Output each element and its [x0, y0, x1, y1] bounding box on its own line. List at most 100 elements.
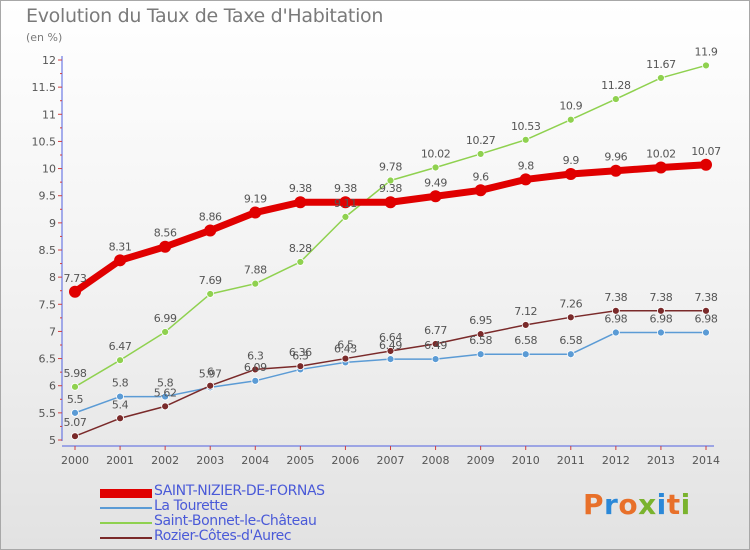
data-label: 5.5	[67, 393, 84, 406]
data-label: 6.98	[695, 313, 718, 326]
data-point	[476, 350, 485, 359]
data-point	[657, 74, 665, 82]
data-point	[429, 190, 442, 203]
data-point	[339, 196, 352, 209]
data-point	[476, 330, 485, 339]
data-label: 10.53	[511, 120, 541, 133]
data-point	[521, 350, 530, 359]
x-tick-label: 2005	[286, 454, 314, 467]
data-label: 8.56	[154, 227, 177, 240]
data-label: 7.73	[64, 272, 87, 285]
data-label: 5.8	[157, 377, 174, 390]
data-label: 9.96	[604, 151, 627, 164]
data-point	[114, 254, 127, 267]
data-point	[294, 196, 307, 209]
legend-swatch	[100, 507, 152, 509]
data-label: 11.9	[695, 45, 718, 58]
y-tick-label: 9	[49, 217, 56, 230]
y-tick-label: 8	[49, 271, 56, 284]
y-tick-label: 9.5	[39, 190, 57, 203]
data-label: 6.43	[334, 342, 357, 355]
data-point	[204, 224, 217, 237]
data-point	[116, 392, 124, 401]
data-point	[161, 392, 170, 401]
data-label: 9.38	[289, 182, 312, 195]
data-point	[386, 176, 395, 185]
data-point	[159, 240, 172, 253]
x-tick-label: 2002	[151, 454, 179, 467]
data-label: 6.3	[292, 349, 309, 362]
data-label: 11.28	[601, 79, 631, 92]
data-label: 9.6	[472, 170, 489, 183]
data-point	[476, 150, 485, 158]
data-point	[296, 258, 305, 266]
data-label: 7.26	[559, 297, 582, 310]
y-tick-label: 10	[42, 163, 56, 176]
x-tick-label: 2009	[467, 454, 495, 467]
data-label: 7.88	[244, 264, 267, 277]
x-tick-label: 2000	[61, 454, 89, 467]
data-point	[702, 306, 710, 315]
data-point	[386, 355, 395, 364]
x-tick-label: 2012	[602, 454, 630, 467]
data-label: 6.95	[469, 314, 492, 327]
data-point	[69, 285, 81, 298]
data-point	[702, 328, 710, 337]
x-tick-label: 2001	[106, 454, 134, 467]
legend-swatch	[100, 488, 152, 498]
y-tick-label: 5	[49, 434, 56, 447]
data-label: 10.27	[466, 134, 496, 147]
data-label: 6.5	[337, 339, 354, 352]
data-point	[474, 184, 487, 197]
unit-label: (en %)	[26, 31, 63, 44]
data-point	[249, 206, 262, 219]
data-label: 6.98	[604, 313, 627, 326]
proxiti-logo: Proxiti	[583, 488, 691, 521]
data-point	[611, 306, 620, 315]
data-point	[521, 321, 530, 329]
data-point	[116, 414, 124, 423]
y-tick-label: 7	[49, 325, 56, 338]
data-label: 6	[207, 366, 214, 379]
data-label: 9.8	[518, 159, 535, 172]
data-point	[431, 355, 440, 364]
data-point	[161, 402, 170, 411]
data-label: 9.49	[424, 176, 447, 189]
legend-label: La Tourette	[154, 498, 228, 514]
data-point	[611, 95, 620, 103]
data-point	[566, 115, 575, 124]
data-label: 7.38	[695, 291, 718, 304]
y-tick-label: 10.5	[32, 135, 57, 148]
data-point	[519, 173, 532, 186]
x-tick-label: 2003	[196, 454, 224, 467]
data-label: 7.12	[514, 305, 537, 318]
data-label: 11.67	[646, 58, 676, 71]
data-label: 9.9	[563, 154, 580, 167]
data-point	[71, 432, 79, 441]
data-point	[341, 212, 350, 221]
data-label: 8.28	[289, 242, 312, 255]
x-tick-label: 2011	[557, 454, 585, 467]
data-label: 6.77	[424, 324, 447, 337]
data-label: 5.8	[112, 377, 129, 390]
x-tick-label: 2010	[512, 454, 540, 467]
data-label: 5.62	[154, 386, 177, 399]
data-point	[657, 306, 665, 315]
data-point	[386, 347, 395, 355]
data-label: 10.02	[421, 147, 451, 160]
x-tick-label: 2006	[331, 454, 359, 467]
x-tick-label: 2013	[647, 454, 675, 467]
data-label: 6.58	[514, 334, 537, 347]
data-label: 9.11	[334, 197, 357, 210]
data-label: 7.69	[199, 274, 222, 287]
data-label: 6.99	[154, 312, 177, 325]
y-tick-label: 11.5	[32, 81, 57, 94]
legend-label: SAINT-NIZIER-DE-FORNAS	[154, 483, 325, 499]
data-label: 9.78	[379, 161, 402, 174]
y-tick-label: 5.5	[39, 407, 57, 420]
data-label: 8.31	[109, 240, 132, 253]
y-tick-label: 6.5	[39, 353, 57, 366]
data-point	[161, 328, 170, 336]
